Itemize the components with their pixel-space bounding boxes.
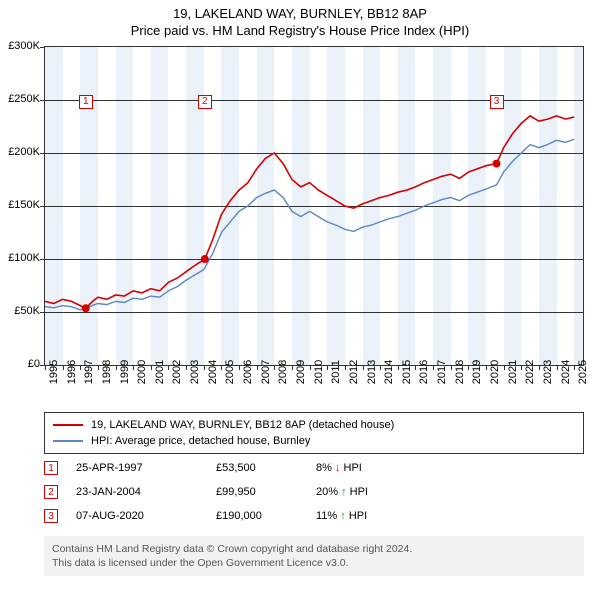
marker-dot-2 (201, 255, 209, 263)
marker-dot-1 (82, 304, 90, 312)
x-label: 2020 (489, 360, 501, 384)
x-label: 2015 (401, 360, 413, 384)
event-row: 1 25-APR-1997£53,5008% ↓ HPI (44, 456, 584, 480)
event-delta: 11% ↑ HPI (316, 510, 446, 522)
footnote-line2: This data is licensed under the Open Gov… (52, 556, 576, 570)
y-tick (40, 312, 45, 313)
y-label: £50K (14, 305, 40, 317)
x-label: 2011 (330, 360, 342, 384)
event-price: £53,500 (216, 462, 316, 474)
x-label: 2021 (507, 360, 519, 384)
y-label: £300K (8, 40, 40, 52)
footnote-line1: Contains HM Land Registry data © Crown c… (52, 542, 576, 556)
legend-row: 19, LAKELAND WAY, BURNLEY, BB12 8AP (det… (53, 417, 575, 433)
y-label: £150K (8, 199, 40, 211)
event-price: £99,950 (216, 486, 316, 498)
event-delta: 8% ↓ HPI (316, 462, 446, 474)
x-axis: 1995199619971998199920002001200220032004… (44, 368, 584, 408)
x-label: 2017 (436, 360, 448, 384)
x-label: 2019 (471, 360, 483, 384)
x-label: 1999 (119, 360, 131, 384)
x-label: 2007 (260, 360, 272, 384)
x-label: 1996 (66, 360, 78, 384)
x-label: 2012 (348, 360, 360, 384)
marker-dot-3 (493, 160, 501, 168)
legend-swatch (53, 424, 83, 426)
event-marker: 2 (44, 485, 58, 499)
x-label: 2016 (418, 360, 430, 384)
plot-area: 1 2 3 (44, 46, 584, 366)
marker-label-2: 2 (198, 95, 212, 109)
chart-title: 19, LAKELAND WAY, BURNLEY, BB12 8AP (0, 0, 600, 21)
x-label: 2000 (136, 360, 148, 384)
event-date: 07-AUG-2020 (76, 510, 216, 522)
x-label: 2024 (560, 360, 572, 384)
y-tick (40, 206, 45, 207)
event-marker: 1 (44, 461, 58, 475)
x-label: 2003 (189, 360, 201, 384)
marker-label-3: 3 (490, 95, 504, 109)
legend-row: HPI: Average price, detached house, Burn… (53, 433, 575, 449)
x-label: 2005 (224, 360, 236, 384)
events-table: 1 25-APR-1997£53,5008% ↓ HPI 2 23-JAN-2004£… (44, 456, 584, 528)
x-label: 1997 (83, 360, 95, 384)
marker-label-1: 1 (79, 95, 93, 109)
event-date: 23-JAN-2004 (76, 486, 216, 498)
legend-label: 19, LAKELAND WAY, BURNLEY, BB12 8AP (det… (91, 419, 394, 431)
x-label: 1998 (101, 360, 113, 384)
x-label: 1995 (48, 360, 60, 384)
x-label: 2023 (542, 360, 554, 384)
legend-label: HPI: Average price, detached house, Burn… (91, 435, 310, 447)
event-marker: 3 (44, 509, 58, 523)
x-label: 2008 (277, 360, 289, 384)
chart-container: 19, LAKELAND WAY, BURNLEY, BB12 8AP Pric… (0, 0, 600, 590)
y-tick (40, 153, 45, 154)
x-label: 2014 (383, 360, 395, 384)
x-label: 2022 (524, 360, 536, 384)
y-tick (40, 47, 45, 48)
event-row: 2 23-JAN-2004£99,95020% ↑ HPI (44, 480, 584, 504)
event-row: 3 07-AUG-2020£190,00011% ↑ HPI (44, 504, 584, 528)
x-label: 2006 (242, 360, 254, 384)
event-price: £190,000 (216, 510, 316, 522)
x-label: 2025 (577, 360, 589, 384)
event-date: 25-APR-1997 (76, 462, 216, 474)
footnote: Contains HM Land Registry data © Crown c… (44, 536, 584, 576)
y-label: £250K (8, 93, 40, 105)
x-label: 2009 (295, 360, 307, 384)
x-label: 2018 (454, 360, 466, 384)
legend-swatch (53, 440, 83, 442)
y-label: £0 (28, 358, 40, 370)
y-label: £100K (8, 252, 40, 264)
y-tick (40, 259, 45, 260)
y-label: £200K (8, 146, 40, 158)
legend: 19, LAKELAND WAY, BURNLEY, BB12 8AP (det… (44, 412, 584, 454)
y-tick (40, 100, 45, 101)
x-label: 2002 (171, 360, 183, 384)
x-label: 2013 (366, 360, 378, 384)
x-label: 2001 (154, 360, 166, 384)
x-label: 2010 (313, 360, 325, 384)
chart-subtitle: Price paid vs. HM Land Registry's House … (0, 21, 600, 42)
event-delta: 20% ↑ HPI (316, 486, 446, 498)
x-label: 2004 (207, 360, 219, 384)
y-axis: £0£50K£100K£150K£200K£250K£300K (0, 46, 42, 366)
